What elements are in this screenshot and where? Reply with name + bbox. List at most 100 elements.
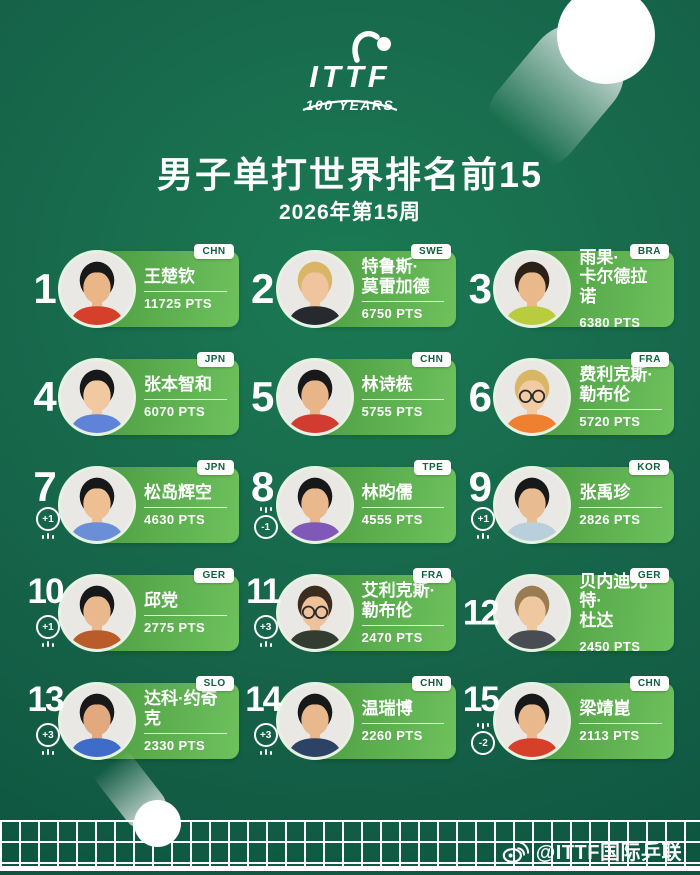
player-avatar <box>61 685 133 757</box>
speed-line <box>269 643 272 647</box>
player-photo <box>58 466 136 544</box>
speed-line <box>259 643 262 647</box>
rank-number: 11 <box>246 572 281 611</box>
player-avatar <box>278 685 351 757</box>
player-card: 15 -2 CHN 梁靖崑 2113 PTS <box>463 676 674 764</box>
player-name: 王楚钦 <box>144 267 227 287</box>
up-speed-lines <box>42 533 54 539</box>
player-photo <box>275 250 354 328</box>
rank-change-value: -1 <box>253 515 278 539</box>
player-photo <box>275 466 354 544</box>
watermark: @ITTF国际乒联 <box>502 836 682 865</box>
rank-change-badge: +3 <box>252 723 280 755</box>
speed-line <box>264 507 267 513</box>
player-card: 5 CHN 林诗栋 5755 PTS <box>246 352 457 440</box>
player-card: 9 +1 KOR 张禹珍 2826 PTS <box>463 460 674 548</box>
player-avatar <box>278 361 351 433</box>
player-name: 雨果· 卡尔德拉诺 <box>579 248 662 307</box>
player-name-line: 王楚钦 <box>144 266 195 286</box>
ball-graphic-bottom-left <box>134 800 181 847</box>
player-card: 4 JPN 张本智和 6070 PTS <box>28 352 239 440</box>
country-badge: GER <box>194 568 234 583</box>
player-name: 林诗栋 <box>362 375 445 395</box>
country-badge: JPN <box>196 460 234 475</box>
player-name-line: 张禹珍 <box>579 482 631 502</box>
player-photo <box>58 250 136 328</box>
rank-number: 3 <box>468 265 492 312</box>
player-name-line: 杜达 <box>579 610 614 630</box>
watermark-text: @ITTF国际乒联 <box>535 842 682 864</box>
ittf-logo: ITTF 100 YEARS <box>265 24 435 121</box>
player-photo <box>275 682 354 760</box>
ittf-logo-years-text: 100 YEARS <box>306 97 395 113</box>
player-points: 5755 PTS <box>361 404 423 420</box>
divider-line <box>361 399 445 401</box>
player-name-line: 雨果· <box>579 247 619 267</box>
player-points: 4630 PTS <box>144 512 206 528</box>
speed-line <box>264 749 267 755</box>
player-points: 2330 PTS <box>144 738 206 753</box>
player-points: 6070 PTS <box>144 404 206 420</box>
player-name: 张禹珍 <box>579 483 662 503</box>
player-name: 贝内迪克特· 杜达 <box>579 572 662 631</box>
speed-line <box>269 507 272 511</box>
country-badge: SWE <box>411 244 452 259</box>
divider-line <box>361 723 445 725</box>
player-name-line: 莫雷加德 <box>361 276 430 296</box>
player-points: 2113 PTS <box>579 728 640 744</box>
player-avatar <box>496 685 569 757</box>
up-speed-lines <box>259 641 272 647</box>
page-subtitle: 2026年第15周 <box>278 201 422 224</box>
rank-change-badge: +1 <box>34 507 62 539</box>
country-badge: FRA <box>413 568 452 583</box>
player-name: 达科·约奇克 <box>144 689 227 728</box>
player-card: 7 +1 JPN 松岛辉空 4630 PTS <box>28 460 239 548</box>
player-photo <box>493 574 572 652</box>
player-points: 2775 PTS <box>144 620 206 636</box>
player-avatar <box>278 253 351 325</box>
player-avatar <box>496 253 569 325</box>
player-name: 邱党 <box>144 591 227 611</box>
rank-change-value: -2 <box>471 731 496 755</box>
speed-line <box>269 751 272 755</box>
player-name-line: 达科·约奇克 <box>144 689 218 728</box>
country-badge: TPE <box>414 460 452 475</box>
speed-line <box>487 535 490 539</box>
rank-change-value: +3 <box>36 723 60 747</box>
up-speed-lines <box>42 749 54 755</box>
player-avatar <box>61 469 133 541</box>
speed-line <box>487 723 490 727</box>
country-badge: JPN <box>196 352 234 367</box>
player-photo <box>493 358 572 436</box>
rank-change-badge: -2 <box>469 723 497 755</box>
country-badge: CHN <box>412 676 452 691</box>
player-avatar <box>496 577 569 649</box>
speed-line <box>477 535 480 539</box>
rank-number: 4 <box>33 373 57 420</box>
player-name-line: 张本智和 <box>144 374 212 394</box>
player-name: 梁靖崑 <box>579 699 662 719</box>
rank-change-value: +1 <box>36 507 60 531</box>
rank-number: 5 <box>250 373 275 420</box>
player-photo <box>58 574 136 652</box>
player-photo <box>275 574 354 652</box>
player-avatar <box>278 577 351 649</box>
net-base-line <box>0 866 700 871</box>
player-points: 4555 PTS <box>361 512 423 528</box>
rank-change-value: +3 <box>253 615 278 639</box>
player-name-line: 勒布伦 <box>361 600 413 620</box>
player-name-line: 梁靖崑 <box>579 698 631 718</box>
rank-change-value: +3 <box>253 723 278 747</box>
divider-line <box>361 625 445 626</box>
rank-number: 8 <box>250 463 275 510</box>
rank-change-badge: -1 <box>252 507 280 539</box>
rank-number: 2 <box>250 265 275 312</box>
rank-number: 12 <box>462 593 500 633</box>
player-name: 松岛辉空 <box>144 483 227 503</box>
page-title: 男子单打世界排名前15 <box>156 154 544 195</box>
rank-number: 13 <box>27 680 65 719</box>
speed-line <box>52 751 54 755</box>
player-name-line: 卡尔德拉诺 <box>579 267 648 306</box>
speed-line <box>259 751 262 755</box>
